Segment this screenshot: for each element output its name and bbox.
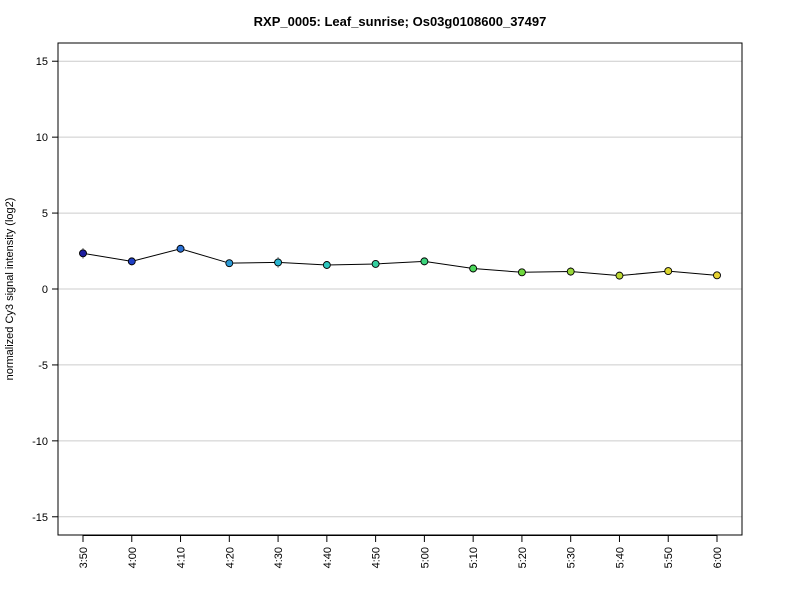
data-point — [371, 259, 380, 268]
x-tick-label: 5:50 — [663, 547, 675, 568]
data-point — [664, 267, 673, 276]
x-tick-label: 5:00 — [419, 547, 431, 568]
x-tick-label: 4:50 — [371, 547, 383, 568]
grid-lines — [58, 60, 742, 518]
x-tick-label: 4:30 — [273, 547, 285, 568]
x-tick-label: 6:00 — [712, 547, 724, 568]
x-tick-label: 4:10 — [176, 547, 188, 568]
chart-title: RXP_0005: Leaf_sunrise; Os03g0108600_374… — [254, 14, 547, 29]
x-tick-label: 4:00 — [127, 547, 139, 568]
x-tick-label: 4:20 — [224, 547, 236, 568]
y-tick-label: 5 — [42, 208, 48, 220]
x-tick-label: 5:20 — [517, 547, 529, 568]
data-point — [225, 259, 234, 268]
y-tick-label: 0 — [42, 284, 48, 296]
x-tick-label: 5:40 — [614, 547, 626, 568]
series-line — [82, 248, 718, 277]
x-axis: 3:50 4:00 4:10 4:20 4:30 4:40 4:50 5:00 5:10 5:20… — [78, 535, 724, 568]
x-tick-label: 5:30 — [566, 547, 578, 568]
data-series — [79, 244, 721, 280]
data-point — [469, 264, 478, 273]
y-axis-label: normalized Cy3 signal intensity (log2) — [4, 198, 16, 381]
y-tick-label: 10 — [36, 132, 48, 144]
y-axis: -15 -10 -5 0 5 10 15 — [32, 56, 58, 524]
data-point — [127, 257, 136, 266]
data-point — [615, 271, 624, 280]
data-point — [566, 267, 575, 276]
x-tick-label: 5:10 — [468, 547, 480, 568]
data-point — [322, 261, 331, 269]
data-point — [420, 257, 429, 266]
x-tick-label: 4:40 — [322, 547, 334, 568]
y-tick-label: -5 — [38, 360, 48, 372]
y-tick-label: -10 — [32, 436, 48, 448]
data-point — [713, 271, 721, 280]
data-point — [274, 258, 283, 267]
data-point — [79, 249, 87, 258]
y-tick-label: 15 — [36, 56, 48, 68]
data-point — [176, 244, 185, 253]
data-point — [517, 268, 526, 277]
y-tick-label: -15 — [32, 512, 48, 524]
x-tick-label: 3:50 — [78, 547, 90, 568]
